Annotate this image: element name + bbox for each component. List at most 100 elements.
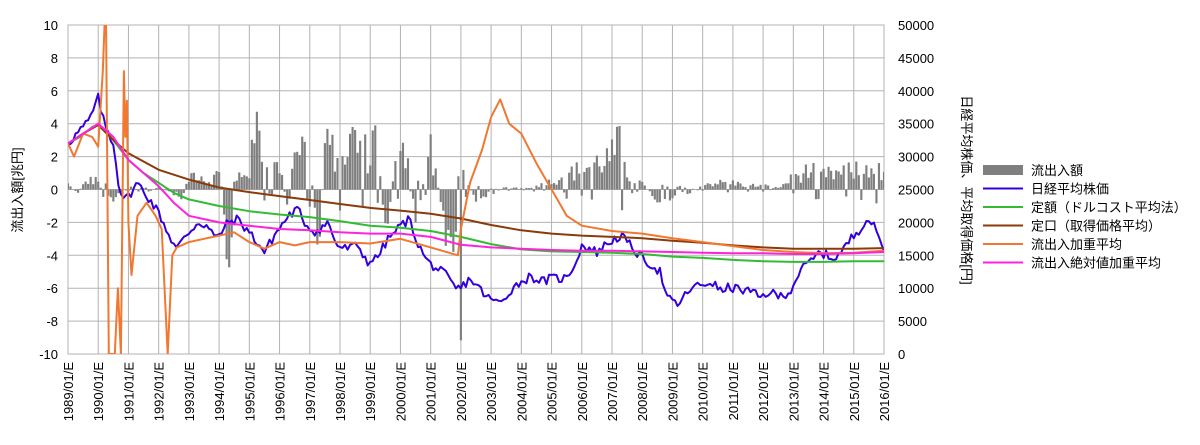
flow-bar [807, 178, 809, 190]
flow-bar [853, 179, 855, 190]
flow-bar [490, 189, 492, 190]
flow-bar [422, 184, 424, 189]
flow-bar [825, 177, 827, 189]
flow-bar [629, 181, 631, 189]
x-tick-label: 1999/01/E [363, 362, 378, 422]
flow-bar [848, 162, 850, 189]
flow-bar [414, 190, 416, 223]
flow-bar [299, 155, 301, 189]
flow-bar [800, 183, 802, 190]
flow-bar [85, 182, 87, 190]
left-tick-label: 10 [44, 18, 58, 33]
flow-bar [417, 181, 419, 190]
x-tick-label: 2006/01/E [575, 362, 590, 422]
flow-bar [795, 174, 797, 190]
flow-bar [651, 190, 653, 197]
right-tick-label: 10000 [898, 281, 934, 296]
flow-bar [684, 188, 686, 190]
right-tick-label: 20000 [898, 215, 934, 230]
flow-bar [145, 188, 147, 190]
flow-bar [724, 182, 726, 190]
flow-bar [828, 167, 830, 190]
flow-bar [276, 162, 278, 189]
flow-bar [135, 190, 137, 191]
flow-bar [329, 145, 331, 190]
flow-bar [792, 190, 794, 194]
flow-bar [238, 172, 240, 189]
flow-bar [737, 182, 739, 190]
flow-bar [261, 162, 263, 190]
flow-bar [110, 190, 112, 198]
flow-bar [729, 184, 731, 189]
flow-bar [644, 186, 646, 190]
x-tick-label: 2015/01/E [847, 362, 862, 422]
flow-bar [843, 165, 845, 189]
right-tick-label: 35000 [898, 117, 934, 132]
flow-bar [858, 175, 860, 189]
flow-bar [543, 190, 545, 191]
flow-bar [760, 185, 762, 190]
left-tick-label: 0 [51, 183, 58, 198]
x-tick-label: 2002/01/E [454, 362, 469, 422]
right-tick-label: 25000 [898, 183, 934, 198]
flow-bar [246, 176, 248, 189]
flow-bar [593, 163, 595, 190]
flow-bar [510, 188, 512, 189]
flow-bar [354, 130, 356, 190]
left-tick-label: 2 [51, 150, 58, 165]
flow-bar [462, 170, 464, 190]
flow-bar [435, 168, 437, 189]
x-tick-label: 2000/01/E [393, 362, 408, 422]
left-tick-label: 4 [51, 117, 58, 132]
flow-bar [533, 190, 535, 192]
flow-bar [732, 180, 734, 189]
flow-bar [576, 162, 578, 189]
x-tick-label: 2005/01/E [545, 362, 560, 422]
x-tick-label: 1990/01/E [91, 362, 106, 422]
flow-bar [722, 182, 724, 189]
flow-bar [513, 188, 515, 190]
legend-label: 流出入額 [1031, 163, 1083, 178]
flow-bar [860, 190, 862, 200]
flow-bar [815, 190, 817, 200]
flow-bar [571, 167, 573, 190]
flow-bar [359, 141, 361, 190]
flow-bar [835, 170, 837, 189]
right-tick-label: 45000 [898, 51, 934, 66]
legend-swatch [983, 165, 1023, 175]
right-tick-label: 0 [898, 347, 905, 362]
flow-bar [626, 177, 628, 189]
flow-bar [379, 176, 381, 189]
flow-bar [442, 190, 444, 211]
flow-bar [389, 190, 391, 202]
flow-bar [754, 187, 756, 190]
flow-bar [863, 174, 865, 190]
flow-bar [805, 164, 807, 189]
x-tick-label: 2003/01/E [484, 362, 499, 422]
right-tick-label: 5000 [898, 314, 927, 329]
flow-bar [387, 190, 389, 224]
flow-bar [384, 190, 386, 224]
flow-bar [772, 188, 774, 189]
flow-bar [545, 185, 547, 189]
flow-bar [611, 139, 613, 189]
x-tick-label: 1994/01/E [212, 362, 227, 422]
flow-bar [631, 190, 633, 194]
flow-bar [397, 190, 399, 199]
flow-bar [241, 177, 243, 189]
flow-bar [404, 168, 406, 189]
flow-bar [744, 187, 746, 189]
flow-bar [520, 188, 522, 189]
flow-bar [802, 173, 804, 189]
flow-bar [137, 190, 139, 192]
flow-bar [530, 188, 532, 190]
flow-bar [573, 180, 575, 189]
right-tick-label: 15000 [898, 248, 934, 263]
flow-bar [183, 190, 185, 193]
flow-bar [392, 181, 394, 189]
flow-bar [80, 189, 82, 190]
flow-bar [268, 190, 270, 194]
flow-bar [445, 190, 447, 246]
flow-bar [488, 190, 490, 192]
